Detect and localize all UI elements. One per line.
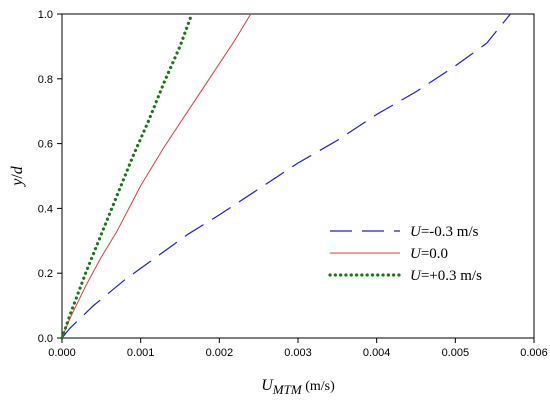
y-axis-title-part-2: d xyxy=(9,165,26,174)
legend-label-series-1: U=0.0 xyxy=(410,246,448,262)
legend-label-series-2-italic: U xyxy=(410,268,422,284)
x-axis-ticks: 0.000 0.001 0.002 0.003 0.004 0.005 0.006 xyxy=(48,338,548,359)
series-line-0 xyxy=(61,13,511,339)
x-axis-title: UMTM (m/s) xyxy=(261,377,335,397)
legend-label-series-2: U=+0.3 m/s xyxy=(410,268,482,284)
y-axis-title-separator: / xyxy=(9,174,26,179)
y-tick-label: 0.2 xyxy=(38,268,53,280)
legend-label-series-0: U=-0.3 m/s xyxy=(410,224,479,240)
series-layer xyxy=(60,12,511,340)
x-tick-label: 0.001 xyxy=(127,347,155,359)
x-tick-label: 0.003 xyxy=(284,347,312,359)
x-axis-title-subscript: MTM xyxy=(272,382,303,397)
legend-label-series-0-rest: =-0.3 m/s xyxy=(421,224,479,240)
legend: U=-0.3 m/s U=0.0 U=+0.3 m/s xyxy=(328,224,482,284)
y-tick-label: 1.0 xyxy=(38,9,53,21)
y-axis-ticks: 0.0 0.2 0.4 0.6 0.8 1.0 xyxy=(38,9,62,345)
x-tick-label: 0.000 xyxy=(48,347,76,359)
y-tick-label: 0.4 xyxy=(38,203,53,215)
legend-label-series-1-italic: U xyxy=(410,246,422,262)
y-tick-label: 0.0 xyxy=(38,333,53,345)
y-tick-label: 0.6 xyxy=(38,139,53,151)
legend-label-series-2-rest: =+0.3 m/s xyxy=(421,268,482,284)
y-tick-label: 0.8 xyxy=(38,74,53,86)
x-tick-label: 0.002 xyxy=(206,347,234,359)
x-axis-title-unit: (m/s) xyxy=(302,379,335,394)
y-axis-title-part-1: y xyxy=(9,178,26,188)
x-tick-label: 0.005 xyxy=(442,347,470,359)
x-axis-title-main: U xyxy=(261,377,274,394)
x-tick-label: 0.006 xyxy=(520,347,548,359)
legend-label-series-0-italic: U xyxy=(410,224,422,240)
legend-label-series-1-rest: =0.0 xyxy=(421,246,448,262)
series-line-2 xyxy=(60,12,194,340)
x-tick-label: 0.004 xyxy=(363,347,391,359)
series-line-1 xyxy=(61,13,252,339)
plot-area-frame xyxy=(61,13,535,339)
y-axis-title: y/d xyxy=(9,165,26,188)
